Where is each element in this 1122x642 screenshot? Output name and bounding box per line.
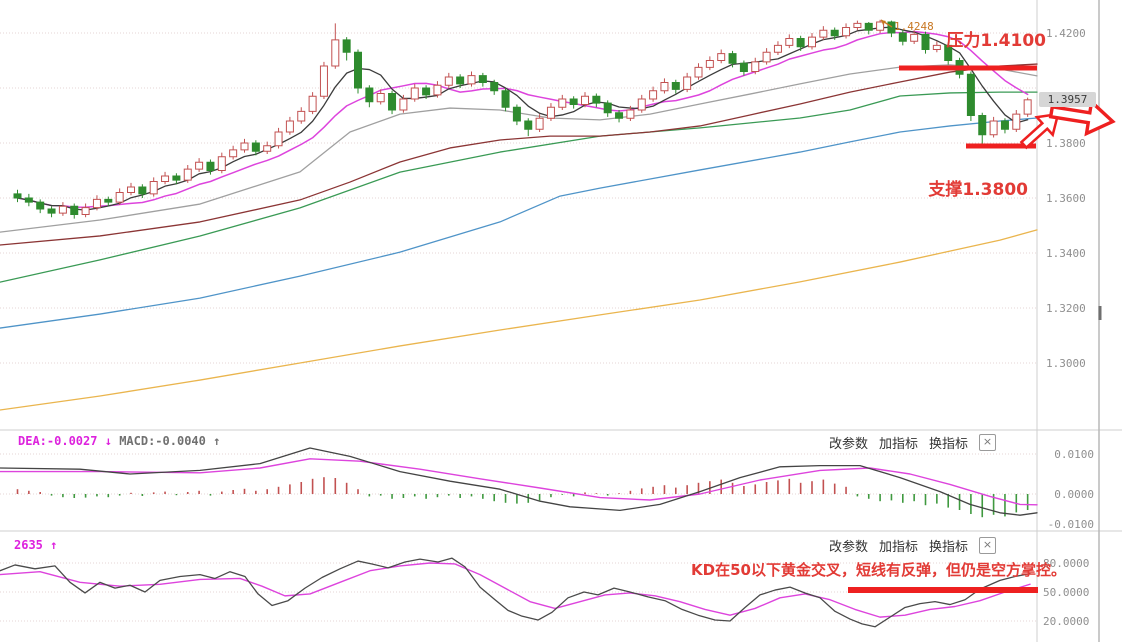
macd-header: DEA:-0.0027 ↓ MACD:-0.0040 ↑ xyxy=(18,434,220,448)
red-arrow-right xyxy=(1048,98,1116,137)
ma-5-line xyxy=(16,26,1029,211)
resistance-label: 压力1.4100 xyxy=(946,31,1046,51)
ma-10-line xyxy=(16,30,1029,208)
price-axis: 1.4200 1.3800 1.3600 1.3400 1.3200 1.3000 xyxy=(1046,27,1086,370)
svg-text:1.3600: 1.3600 xyxy=(1046,192,1086,205)
red-arrow-up-right xyxy=(1019,112,1060,150)
candlestick-series xyxy=(13,19,1032,219)
svg-text:50.0000: 50.0000 xyxy=(1043,586,1089,599)
kd-toolbar: 改参数 加指标 换指标 × xyxy=(829,536,996,555)
svg-text:0.0000: 0.0000 xyxy=(1054,488,1094,501)
svg-text:1.3400: 1.3400 xyxy=(1046,247,1086,260)
dea-down-arrow-icon: ↓ xyxy=(104,434,112,448)
scrollbar-thumb[interactable] xyxy=(1098,306,1102,320)
macd-value: MACD:-0.0040 xyxy=(119,434,206,448)
ma-long-blue-line xyxy=(0,117,1038,329)
macd-add-indicator-link[interactable]: 加指标 xyxy=(878,437,918,452)
kd-change-params-link[interactable]: 改参数 xyxy=(828,540,868,555)
ma-30-line xyxy=(0,63,1038,246)
svg-text:1.3000: 1.3000 xyxy=(1046,357,1086,370)
kd-commentary-note: KD在50以下黄金交叉，短线有反弹，但仍是空方掌控。 xyxy=(691,561,1066,579)
svg-text:1.3800: 1.3800 xyxy=(1046,137,1086,150)
kd-add-indicator-link[interactable]: 加指标 xyxy=(878,540,918,555)
kd-up-arrow-icon: ↑ xyxy=(50,538,58,552)
macd-change-params-link[interactable]: 改参数 xyxy=(828,437,868,452)
ma-long-yellow-line xyxy=(0,229,1038,411)
macd-panel-close-button[interactable]: × xyxy=(979,434,996,451)
svg-text:20.0000: 20.0000 xyxy=(1043,615,1089,628)
main-annotations: 1.4248 xyxy=(880,19,1116,150)
macd-toolbar: 改参数 加指标 换指标 × xyxy=(829,433,996,452)
kd-value: 2635 xyxy=(14,538,43,552)
support-label: 支撑1.3800 xyxy=(928,180,1028,200)
macd-switch-indicator-link[interactable]: 换指标 xyxy=(928,437,968,452)
macd-panel: 0.0100 0.0000 -0.0100 xyxy=(0,447,1094,531)
dea-value: DEA:-0.0027 xyxy=(18,434,98,448)
macd-up-arrow-icon: ↑ xyxy=(213,434,221,448)
svg-text:1.3200: 1.3200 xyxy=(1046,302,1086,315)
svg-text:1.4200: 1.4200 xyxy=(1046,27,1086,40)
svg-text:1.4248: 1.4248 xyxy=(894,20,934,33)
kd-panel-close-button[interactable]: × xyxy=(979,537,996,554)
svg-text:-0.0100: -0.0100 xyxy=(1048,518,1094,531)
kd-header: 2635 ↑ xyxy=(14,538,57,552)
svg-text:0.0100: 0.0100 xyxy=(1054,448,1094,461)
svg-text:80.0000: 80.0000 xyxy=(1043,557,1089,570)
kd-panel: 80.0000 50.0000 20.0000 xyxy=(0,557,1089,628)
current-price-tag: 1.3957 xyxy=(1039,92,1096,108)
kd-switch-indicator-link[interactable]: 换指标 xyxy=(928,540,968,555)
